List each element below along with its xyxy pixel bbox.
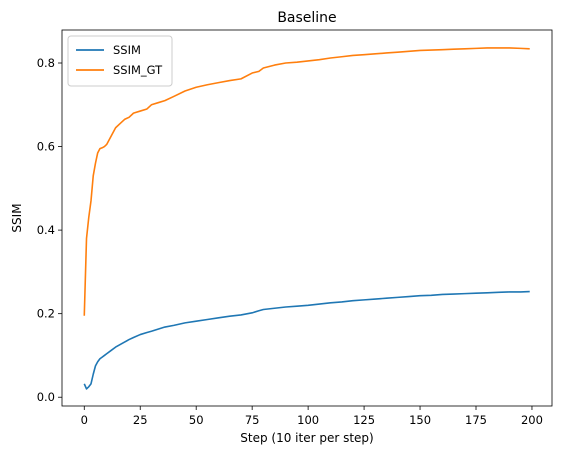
- x-axis-label: Step (10 iter per step): [240, 431, 373, 445]
- lines-layer: [84, 48, 529, 389]
- x-tick-label: 0: [81, 413, 88, 427]
- x-tick-label: 50: [189, 413, 204, 427]
- y-tick-label: 0.0: [37, 390, 55, 404]
- x-tick-label: 100: [297, 413, 319, 427]
- x-tick-label: 150: [409, 413, 431, 427]
- series-line-ssim-gt: [84, 48, 529, 316]
- ticks-layer: 0 25 50 75 100 125 150 175 200 0.0 0.2 0.4 0.6 0.8: [37, 56, 543, 427]
- y-tick-label: 0.6: [37, 140, 55, 154]
- y-tick-label: 0.8: [37, 56, 55, 70]
- y-tick-label: 0.4: [37, 223, 55, 237]
- series-line-ssim: [84, 292, 529, 389]
- y-tick-label: 0.2: [37, 307, 55, 321]
- x-tick-label: 200: [521, 413, 543, 427]
- legend-label: SSIM: [113, 43, 141, 57]
- x-tick-label: 175: [465, 413, 487, 427]
- legend: SSIM SSIM_GT: [68, 36, 172, 86]
- x-tick-label: 75: [245, 413, 260, 427]
- legend-label: SSIM_GT: [113, 63, 163, 77]
- chart-title: Baseline: [277, 10, 336, 26]
- x-tick-label: 25: [133, 413, 148, 427]
- x-tick-label: 125: [353, 413, 375, 427]
- y-axis-label: SSIM: [10, 203, 24, 232]
